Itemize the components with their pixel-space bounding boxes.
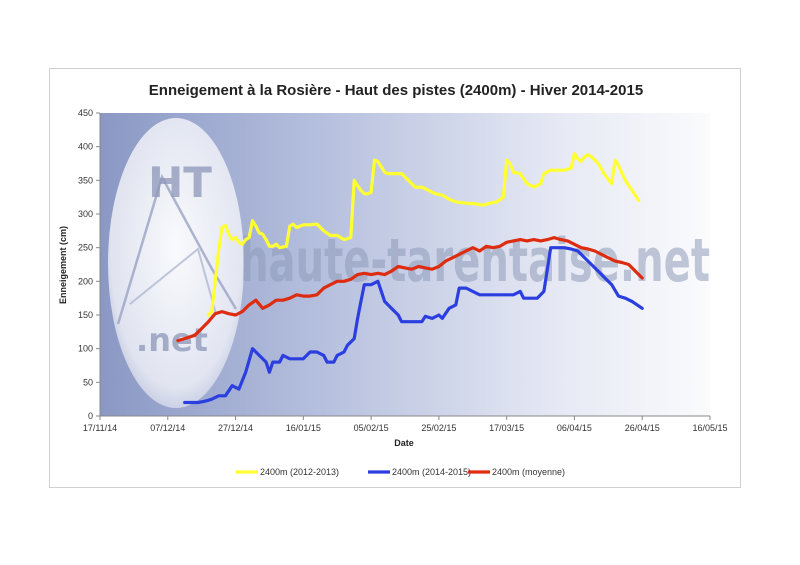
chart-title: Enneigement à la Rosière - Haut des pist… — [149, 82, 643, 99]
y-ticks: 0 50 100 150 200 250 300 350 400 450 — [78, 108, 100, 421]
series-line-1 — [183, 246, 644, 405]
y-axis-title: Enneigement (cm) — [58, 226, 68, 304]
legend-label-1: 2400m (2014-2015) — [392, 467, 471, 477]
x-axis-title: Date — [394, 438, 414, 448]
y-tick-label: 50 — [83, 377, 93, 387]
x-tick-label: 16/01/15 — [286, 423, 321, 433]
series-line-2 — [176, 236, 644, 343]
y-tick-label: 350 — [78, 175, 93, 185]
y-tick-label: 200 — [78, 276, 93, 286]
y-tick-label: 300 — [78, 209, 93, 219]
watermark-logo: HT .net — [108, 118, 244, 408]
x-tick-label: 17/11/14 — [83, 423, 117, 433]
chart-frame: Enneigement à la Rosière - Haut des pist… — [49, 68, 741, 488]
legend-label-0: 2400m (2012-2013) — [260, 467, 339, 477]
watermark-logo-top: HT — [148, 158, 212, 207]
x-tick-label: 17/03/15 — [489, 423, 524, 433]
legend-label-2: 2400m (moyenne) — [492, 467, 565, 477]
y-tick-label: 100 — [78, 344, 93, 354]
chart-svg: Enneigement à la Rosière - Haut des pist… — [58, 82, 728, 477]
x-tick-label: 16/05/15 — [692, 423, 727, 433]
legend: 2400m (2012-2013) 2400m (2014-2015) 2400m … — [236, 467, 565, 477]
watermark-logo-bottom: .net — [136, 321, 208, 359]
x-tick-label: 27/12/14 — [218, 423, 253, 433]
series-line-0 — [206, 151, 641, 317]
y-tick-label: 0 — [88, 411, 93, 421]
x-tick-label: 07/12/14 — [150, 423, 185, 433]
series-group — [176, 151, 644, 405]
y-tick-label: 450 — [78, 108, 93, 118]
x-tick-label: 26/04/15 — [625, 423, 660, 433]
x-tick-label: 25/02/15 — [421, 423, 456, 433]
x-ticks: 17/11/14 07/12/14 27/12/14 16/01/15 05/02/15… — [83, 416, 728, 433]
x-tick-label: 06/04/15 — [557, 423, 592, 433]
y-tick-label: 250 — [78, 243, 93, 253]
y-tick-label: 400 — [78, 142, 93, 152]
watermark-site-text: haute-tarentaise.net — [240, 226, 710, 296]
x-tick-label: 05/02/15 — [354, 423, 389, 433]
y-tick-label: 150 — [78, 310, 93, 320]
